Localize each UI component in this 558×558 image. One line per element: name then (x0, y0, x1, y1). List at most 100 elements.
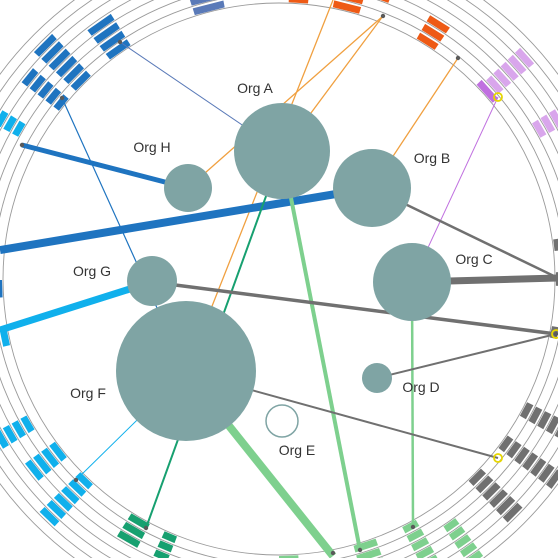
rim-segment (20, 415, 35, 434)
label-org-e: Org E (279, 442, 316, 458)
rim-segment (429, 554, 438, 558)
label-org-d: Org D (402, 379, 439, 395)
rim-segment (41, 447, 60, 468)
edge-green-orgA (280, 151, 362, 551)
rim-endpoint-dot (117, 39, 123, 45)
rim-segment (540, 114, 556, 133)
rim-segment (2, 425, 18, 444)
rim-segment (554, 429, 558, 438)
edge-grey-orgD (376, 333, 557, 379)
node-org-a[interactable] (234, 103, 330, 199)
rim-segment (515, 47, 535, 68)
edge-grey-orgG (151, 280, 557, 336)
rim-segment (12, 120, 26, 137)
edge-blue-orgB (0, 184, 373, 254)
rim-endpoint-dot (330, 550, 336, 556)
label-org-g: Org G (73, 263, 111, 279)
rim-segment (0, 429, 9, 449)
rim-segment (21, 68, 39, 87)
rim-segment (415, 545, 435, 558)
rim-segment (448, 526, 466, 541)
rim-segment (460, 542, 478, 558)
rim-markers (19, 13, 558, 556)
rim-segment (49, 441, 67, 462)
rim-segment (157, 540, 174, 553)
rim-segment (528, 406, 543, 425)
rim-segment (68, 479, 87, 497)
node-org-d[interactable] (362, 363, 392, 393)
rim-segment (402, 519, 420, 534)
rim-segment (61, 486, 80, 505)
rim-segment (537, 411, 552, 430)
rim-endpoint-dot (410, 524, 416, 530)
rim-segment (3, 115, 17, 132)
rim-segment (344, 0, 364, 5)
rim-segment (99, 30, 126, 52)
label-org-b: Org B (414, 150, 451, 166)
node-org-b[interactable] (333, 149, 411, 227)
rim-segment (33, 33, 57, 57)
rim-segment (189, 0, 214, 6)
rim-segment (29, 74, 46, 93)
rim-segment (506, 441, 522, 459)
rim-endpoint-dot (455, 55, 461, 61)
rim-segment (416, 32, 439, 50)
rim-segment (380, 0, 390, 3)
org-labels: Org A Org B Org C Org D Org E Org F Org … (70, 80, 493, 458)
rim-segment (546, 469, 558, 489)
rim-segment (0, 280, 3, 298)
rim-segment (279, 555, 299, 558)
org-nodes (116, 103, 451, 441)
node-org-e[interactable] (265, 404, 299, 438)
rim-segment (192, 0, 225, 16)
rim-segment (514, 446, 530, 465)
rim-segment (454, 534, 472, 549)
rim-segment (33, 453, 52, 475)
rim-segment (545, 415, 558, 435)
rim-segment (25, 459, 44, 481)
rim-segment (55, 55, 78, 78)
rim-segment (421, 23, 445, 42)
rim-segment (0, 110, 9, 128)
rim-segment (332, 0, 362, 14)
rim-segment (153, 549, 170, 558)
rim-segment (411, 537, 430, 552)
rim-segment (507, 54, 527, 75)
rim-segment (161, 531, 177, 544)
rim-segment (127, 513, 150, 531)
rim-segment (475, 475, 494, 494)
rim-segment (549, 109, 558, 129)
rim-segment (11, 420, 26, 439)
rim-endpoint-dot (73, 477, 79, 483)
label-org-c: Org C (455, 251, 492, 267)
label-org-a: Org A (237, 80, 273, 96)
rim-segment (500, 61, 519, 81)
node-org-f[interactable] (116, 301, 256, 441)
rim-endpoint-dot (357, 547, 363, 553)
rim-segment (70, 70, 91, 91)
rim-endpoint-dot (59, 95, 65, 101)
rim-segment (37, 81, 54, 99)
node-org-g[interactable] (127, 256, 177, 306)
rim-segment (53, 94, 69, 111)
rim-segment (493, 68, 512, 88)
rim-segment (530, 458, 547, 477)
rim-segment (63, 63, 84, 84)
rim-segment (288, 0, 309, 4)
rim-segment (519, 402, 534, 420)
node-org-h[interactable] (164, 164, 212, 212)
rim-segment (482, 482, 501, 501)
rim-segment (443, 518, 460, 533)
rim-segment (117, 530, 141, 548)
rim-segment (502, 502, 523, 523)
rim-segment (532, 119, 547, 138)
rim-segment (356, 548, 382, 558)
rim-segment (45, 87, 62, 105)
rim-segment (0, 449, 1, 451)
rim-segment (53, 493, 73, 512)
rim-segment (406, 528, 425, 543)
rim-segment (39, 507, 60, 527)
edge-lightblue-orgG (0, 278, 154, 334)
node-org-c[interactable] (373, 243, 451, 321)
